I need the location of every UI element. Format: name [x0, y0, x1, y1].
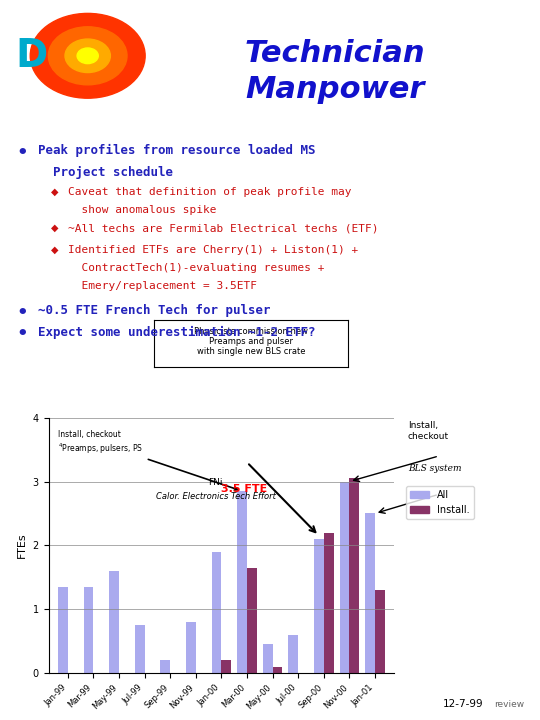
Circle shape — [30, 14, 145, 98]
Bar — [288, 635, 298, 673]
Text: Project schedule: Project schedule — [38, 166, 173, 179]
Circle shape — [49, 27, 127, 85]
Bar — [349, 478, 359, 673]
Text: show anomalous spike: show anomalous spike — [68, 205, 216, 215]
Text: Technician: Technician — [245, 40, 425, 68]
Bar — [109, 571, 119, 673]
Bar — [212, 552, 221, 673]
Text: Peak profiles from resource loaded MS: Peak profiles from resource loaded MS — [38, 144, 315, 157]
Text: BLS system: BLS system — [408, 464, 461, 474]
Text: •: • — [16, 325, 28, 343]
Text: Calor. Electronics Tech Effort: Calor. Electronics Tech Effort — [157, 492, 276, 501]
Legend: All, Install.: All, Install. — [406, 487, 474, 519]
Bar — [84, 587, 93, 673]
Text: review: review — [494, 700, 524, 709]
Text: Expect some underestimation ~1-2 ETF?: Expect some underestimation ~1-2 ETF? — [38, 325, 315, 338]
Circle shape — [65, 39, 110, 73]
Bar — [221, 660, 231, 673]
Text: •: • — [16, 304, 28, 322]
Text: FNi..: FNi.. — [208, 477, 229, 487]
Text: Caveat that definition of peak profile may: Caveat that definition of peak profile m… — [68, 187, 351, 197]
Bar — [340, 482, 349, 673]
Bar — [314, 539, 324, 673]
Text: •: • — [16, 144, 28, 162]
Text: Manpower: Manpower — [245, 76, 424, 104]
Text: Install,
checkout: Install, checkout — [408, 421, 449, 441]
Bar — [324, 533, 334, 673]
Y-axis label: FTEs: FTEs — [17, 533, 27, 558]
Bar — [365, 513, 375, 673]
Bar — [135, 625, 145, 673]
Text: D: D — [15, 37, 48, 75]
Text: Physicists commission new
Preamps and pulser
with single new BLS crate: Physicists commission new Preamps and pu… — [194, 327, 308, 356]
Bar — [237, 491, 247, 673]
Text: ContractTech(1)-evaluating resumes +: ContractTech(1)-evaluating resumes + — [68, 263, 324, 273]
Text: Emery/replacement = 3.5ETF: Emery/replacement = 3.5ETF — [68, 281, 256, 291]
Text: ◆: ◆ — [51, 223, 59, 233]
Circle shape — [77, 48, 98, 63]
Text: 12-7-99: 12-7-99 — [443, 699, 483, 709]
Text: Identified ETFs are Cherry(1) + Liston(1) +: Identified ETFs are Cherry(1) + Liston(1… — [68, 245, 357, 255]
Text: Install, checkout
$^4$Preamps, pulsers, PS: Install, checkout $^4$Preamps, pulsers, … — [58, 431, 238, 490]
Bar — [247, 568, 256, 673]
Text: 3.5 FTE: 3.5 FTE — [221, 485, 268, 495]
Bar — [186, 622, 196, 673]
Text: ◆: ◆ — [51, 245, 59, 255]
Text: ~0.5 FTE French Tech for pulser: ~0.5 FTE French Tech for pulser — [38, 304, 271, 317]
Bar — [58, 587, 68, 673]
Bar — [263, 644, 273, 673]
Text: ◆: ◆ — [51, 187, 59, 197]
Bar — [160, 660, 170, 673]
Bar — [375, 590, 384, 673]
Text: ~All techs are Fermilab Electrical techs (ETF): ~All techs are Fermilab Electrical techs… — [68, 223, 378, 233]
Bar — [273, 667, 282, 673]
